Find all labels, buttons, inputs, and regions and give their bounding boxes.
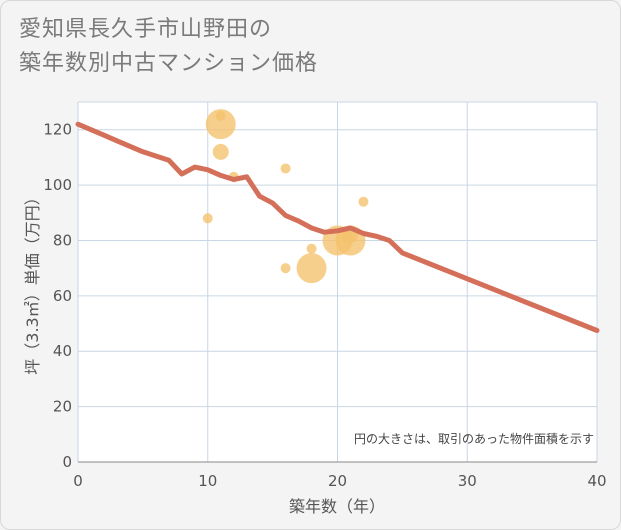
- title-line-2: 築年数別中古マンション価格: [19, 51, 319, 76]
- x-axis-label: 築年数（年）: [289, 497, 385, 516]
- size-note: 円の大きさは、取引のあった物件面積を示す: [354, 431, 594, 446]
- bubble-point: [306, 243, 317, 254]
- y-tick-label: 100: [43, 176, 72, 194]
- y-axis-label: 坪（3.3㎡）単価（万円）: [23, 189, 42, 374]
- y-tick-label: 80: [53, 231, 72, 249]
- y-tick-label: 120: [43, 121, 72, 139]
- bubble-point: [280, 263, 291, 274]
- title-line-1: 愛知県長久手市山野田の: [19, 17, 273, 42]
- tick-labels: 0 10 20 30 40 0 20 40 60 80 100 120: [43, 121, 606, 490]
- x-tick-label: 10: [198, 472, 217, 490]
- bubble-point: [296, 253, 327, 284]
- trend-layer: [75, 121, 600, 333]
- bubble-point: [358, 196, 369, 207]
- x-tick-label: 40: [587, 472, 606, 490]
- x-tick-label: 0: [73, 472, 83, 490]
- y-tick-label: 20: [53, 398, 72, 416]
- bubble-point: [215, 110, 226, 121]
- x-tick-label: 20: [328, 472, 347, 490]
- y-tick-label: 60: [53, 287, 72, 305]
- bubble-point: [205, 109, 236, 140]
- trend-line: [75, 121, 600, 333]
- bubble-point: [212, 143, 229, 160]
- bubble-point: [280, 163, 291, 174]
- bubble-layer: [202, 109, 369, 284]
- y-tick-label: 0: [62, 453, 72, 471]
- grid-lines: [77, 101, 598, 462]
- y-tick-label: 40: [53, 342, 72, 360]
- chart-title: 愛知県長久手市山野田の 築年数別中古マンション価格: [19, 13, 318, 81]
- bubble-point: [202, 213, 213, 224]
- x-tick-label: 30: [458, 472, 477, 490]
